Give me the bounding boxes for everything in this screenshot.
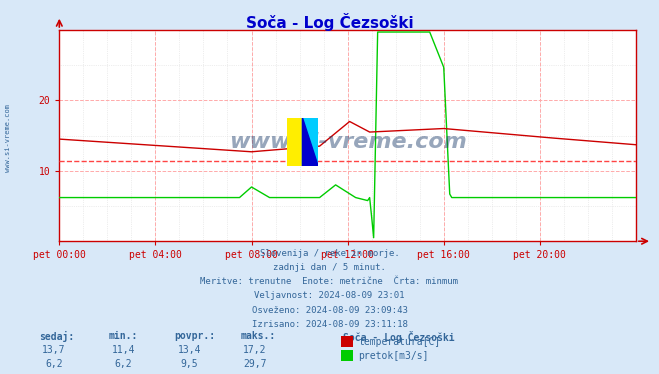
Text: 13,4: 13,4 — [177, 345, 201, 355]
Text: Meritve: trenutne  Enote: metrične  Črta: minmum: Meritve: trenutne Enote: metrične Črta: … — [200, 277, 459, 286]
Text: Veljavnost: 2024-08-09 23:01: Veljavnost: 2024-08-09 23:01 — [254, 291, 405, 300]
Text: 11,4: 11,4 — [111, 345, 135, 355]
Text: Soča - Log Čezsoški: Soča - Log Čezsoški — [343, 331, 454, 343]
Text: Osveženo: 2024-08-09 23:09:43: Osveženo: 2024-08-09 23:09:43 — [252, 306, 407, 315]
Text: sedaj:: sedaj: — [40, 331, 74, 342]
Text: 6,2: 6,2 — [45, 359, 63, 370]
Text: zadnji dan / 5 minut.: zadnji dan / 5 minut. — [273, 263, 386, 272]
Text: www.si-vreme.com: www.si-vreme.com — [5, 104, 11, 172]
Polygon shape — [287, 118, 302, 166]
Text: povpr.:: povpr.: — [175, 331, 215, 341]
Text: temperatura[C]: temperatura[C] — [358, 337, 441, 347]
Text: Soča - Log Čezsoški: Soča - Log Čezsoški — [246, 13, 413, 31]
Text: 29,7: 29,7 — [243, 359, 267, 370]
Polygon shape — [302, 118, 318, 166]
Text: Izrisano: 2024-08-09 23:11:18: Izrisano: 2024-08-09 23:11:18 — [252, 320, 407, 329]
Text: www.si-vreme.com: www.si-vreme.com — [229, 132, 467, 152]
Text: 9,5: 9,5 — [181, 359, 198, 370]
Text: 17,2: 17,2 — [243, 345, 267, 355]
Text: Slovenija / reke in morje.: Slovenija / reke in morje. — [260, 249, 399, 258]
Text: min.:: min.: — [109, 331, 138, 341]
Text: maks.:: maks.: — [241, 331, 275, 341]
Text: 6,2: 6,2 — [115, 359, 132, 370]
Text: 13,7: 13,7 — [42, 345, 66, 355]
Text: pretok[m3/s]: pretok[m3/s] — [358, 352, 429, 361]
Polygon shape — [302, 118, 318, 166]
